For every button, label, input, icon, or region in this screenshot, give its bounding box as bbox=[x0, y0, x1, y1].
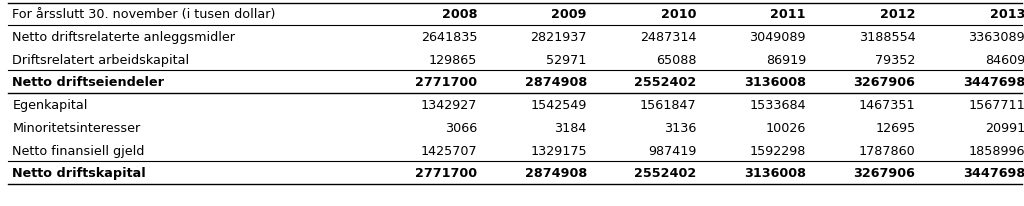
Text: 2641835: 2641835 bbox=[421, 31, 477, 43]
Text: 1567711: 1567711 bbox=[969, 99, 1024, 111]
Text: 2874908: 2874908 bbox=[524, 167, 587, 179]
Text: 2821937: 2821937 bbox=[530, 31, 587, 43]
Text: Minoritetsinteresser: Minoritetsinteresser bbox=[12, 121, 140, 134]
Text: 2010: 2010 bbox=[660, 8, 696, 21]
Text: 84609: 84609 bbox=[985, 53, 1024, 66]
Text: 79352: 79352 bbox=[876, 53, 915, 66]
Text: 3066: 3066 bbox=[445, 121, 477, 134]
Text: 1342927: 1342927 bbox=[421, 99, 477, 111]
Text: 2487314: 2487314 bbox=[640, 31, 696, 43]
Text: 1329175: 1329175 bbox=[530, 144, 587, 157]
Text: 3136008: 3136008 bbox=[743, 76, 806, 89]
Text: Netto driftsrelaterte anleggsmidler: Netto driftsrelaterte anleggsmidler bbox=[12, 31, 236, 43]
Text: 1467351: 1467351 bbox=[859, 99, 915, 111]
Text: 3136: 3136 bbox=[664, 121, 696, 134]
Text: 52971: 52971 bbox=[547, 53, 587, 66]
Text: 1533684: 1533684 bbox=[750, 99, 806, 111]
Text: 3049089: 3049089 bbox=[750, 31, 806, 43]
Text: 3267906: 3267906 bbox=[854, 76, 915, 89]
Text: 1425707: 1425707 bbox=[421, 144, 477, 157]
Text: 20991: 20991 bbox=[985, 121, 1024, 134]
Text: 2874908: 2874908 bbox=[524, 76, 587, 89]
Text: 3447698: 3447698 bbox=[963, 76, 1024, 89]
Text: 2013: 2013 bbox=[989, 8, 1024, 21]
Text: 10026: 10026 bbox=[766, 121, 806, 134]
Text: 2771700: 2771700 bbox=[415, 76, 477, 89]
Text: 65088: 65088 bbox=[655, 53, 696, 66]
Text: Netto driftskapital: Netto driftskapital bbox=[12, 167, 146, 179]
Text: 3136008: 3136008 bbox=[743, 167, 806, 179]
Text: 2552402: 2552402 bbox=[634, 167, 696, 179]
Text: 2552402: 2552402 bbox=[634, 76, 696, 89]
Text: 987419: 987419 bbox=[648, 144, 696, 157]
Text: 3363089: 3363089 bbox=[969, 31, 1024, 43]
Text: Egenkapital: Egenkapital bbox=[12, 99, 88, 111]
Text: 1592298: 1592298 bbox=[750, 144, 806, 157]
Text: 2009: 2009 bbox=[551, 8, 587, 21]
Text: Netto driftseiendeler: Netto driftseiendeler bbox=[12, 76, 164, 89]
Text: 12695: 12695 bbox=[876, 121, 915, 134]
Text: 1787860: 1787860 bbox=[859, 144, 915, 157]
Text: 3447698: 3447698 bbox=[963, 167, 1024, 179]
Text: For årsslutt 30. november (i tusen dollar): For årsslutt 30. november (i tusen dolla… bbox=[12, 8, 275, 21]
Text: 3188554: 3188554 bbox=[859, 31, 915, 43]
Text: 2012: 2012 bbox=[880, 8, 915, 21]
Text: 86919: 86919 bbox=[766, 53, 806, 66]
Text: Driftsrelatert arbeidskapital: Driftsrelatert arbeidskapital bbox=[12, 53, 189, 66]
Text: 129865: 129865 bbox=[429, 53, 477, 66]
Text: Netto finansiell gjeld: Netto finansiell gjeld bbox=[12, 144, 144, 157]
Text: 2011: 2011 bbox=[770, 8, 806, 21]
Text: 2771700: 2771700 bbox=[415, 167, 477, 179]
Text: 1561847: 1561847 bbox=[640, 99, 696, 111]
Text: 3184: 3184 bbox=[554, 121, 587, 134]
Text: 1858996: 1858996 bbox=[969, 144, 1024, 157]
Text: 1542549: 1542549 bbox=[530, 99, 587, 111]
Text: 3267906: 3267906 bbox=[854, 167, 915, 179]
Text: 2008: 2008 bbox=[441, 8, 477, 21]
